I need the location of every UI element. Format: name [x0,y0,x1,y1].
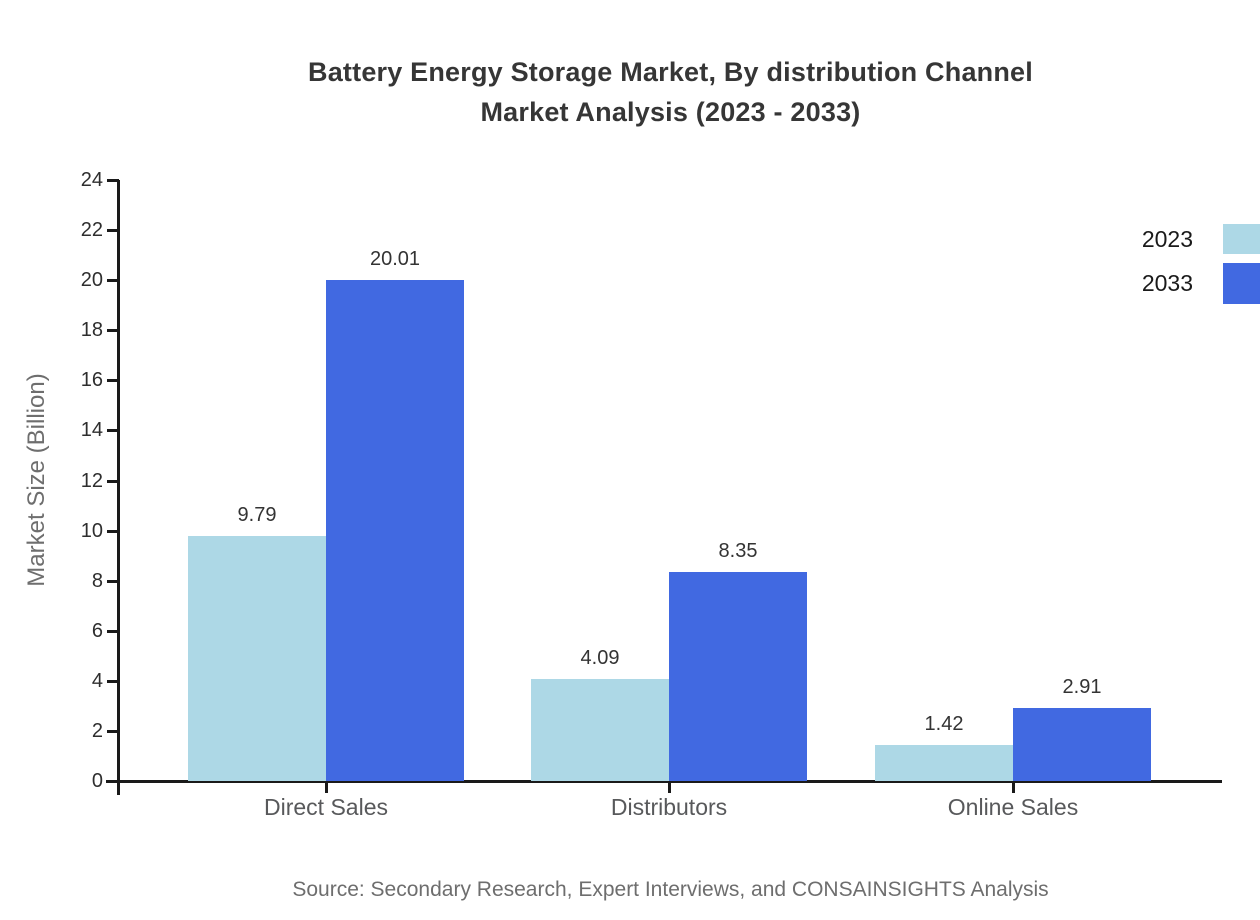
y-tick-label: 16 [80,369,103,392]
x-tick [668,781,671,793]
y-tick-label: 24 [80,169,103,191]
y-tick-label: 0 [91,770,103,792]
legend-swatch-2023 [1223,224,1260,254]
x-tick [325,781,328,793]
bar-2033-distributors [669,571,807,781]
legend-item-2033: 2033 [1142,263,1260,304]
y-tick [107,529,119,533]
value-label-2033-direct-sales: 20.01 [369,247,421,270]
y-tick [107,729,119,733]
y-tick [107,780,119,783]
y-tick-label: 18 [80,319,103,342]
value-label-2023-distributors: 4.09 [580,646,620,669]
y-tick-label: 8 [91,569,103,592]
x-category-label-direct-sales: Direct Sales [264,794,388,820]
x-axis-line [106,780,1222,783]
y-tick-label: 12 [80,469,103,492]
y-tick [107,179,119,182]
x-category-label-distributors: Distributors [610,794,728,820]
y-tick [107,579,119,583]
bar-2033-direct-sales [326,279,464,781]
source-note: Source: Secondary Research, Expert Inter… [292,878,1049,901]
chart-title-line2: Market Analysis (2023 - 2033) [480,97,861,127]
y-axis-line [117,180,120,795]
y-tick [107,479,119,483]
y-tick-label: 20 [80,269,103,292]
x-tick [1012,781,1015,793]
bar-2023-direct-sales [188,535,326,781]
y-tick [107,329,119,333]
y-tick-label: 14 [80,419,103,442]
value-label-2023-online-sales: 1.42 [924,713,964,736]
legend-swatch-2033 [1223,263,1260,304]
legend-label-2023: 2023 [1141,225,1193,252]
y-tick-label: 10 [80,519,103,542]
chart-title: Battery Energy Storage Market, By distri… [119,52,1222,132]
bar-2023-distributors [531,678,669,781]
y-tick [107,629,119,633]
y-tick-label: 6 [91,619,103,642]
y-tick-label: 22 [80,219,103,242]
y-tick-label: 4 [91,669,103,692]
bar-2033-online-sales [1013,708,1151,781]
y-tick-label: 2 [91,719,103,742]
bar-2023-online-sales [875,745,1013,781]
y-tick [107,229,119,233]
y-tick [107,429,119,433]
legend: 2023 2033 [1142,224,1260,304]
y-tick [107,379,119,383]
y-tick [107,279,119,283]
chart-title-line1: Battery Energy Storage Market, By distri… [308,57,1033,87]
value-label-2033-online-sales: 2.91 [1062,676,1102,699]
legend-label-2033: 2033 [1141,270,1193,296]
value-label-2023-direct-sales: 9.79 [237,503,277,526]
value-label-2033-distributors: 8.35 [718,539,758,562]
x-category-label-online-sales: Online Sales [947,794,1079,820]
legend-item-2023: 2023 [1142,224,1260,254]
y-tick [107,679,119,683]
